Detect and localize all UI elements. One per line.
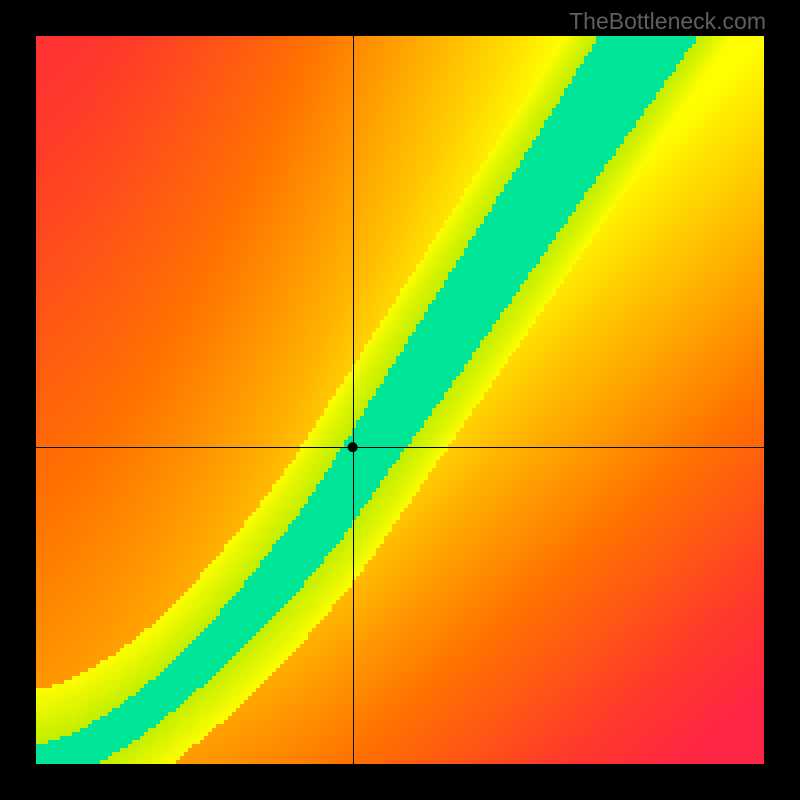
- chart-container: { "canvas": { "width": 800, "height": 80…: [0, 0, 800, 800]
- watermark-text: TheBottleneck.com: [569, 8, 766, 35]
- bottleneck-heatmap: [0, 0, 800, 800]
